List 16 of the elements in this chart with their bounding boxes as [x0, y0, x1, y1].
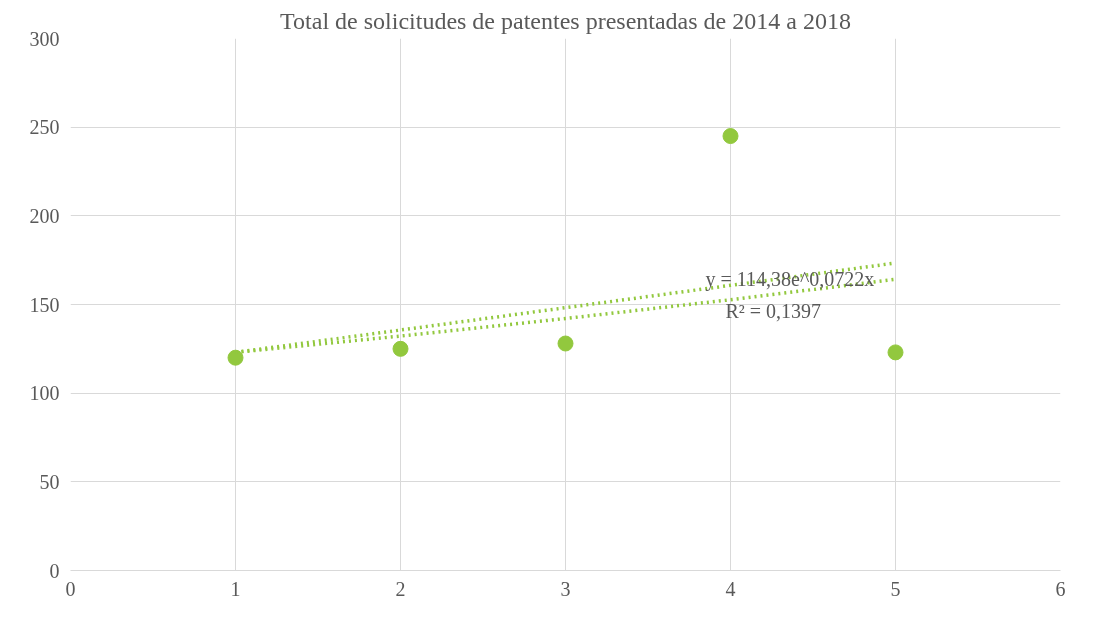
y-tick-label: 0: [49, 559, 60, 582]
y-tick-label: 300: [29, 27, 60, 50]
x-tick-label: 2: [395, 577, 406, 600]
y-tick-label: 50: [39, 470, 60, 493]
x-tick-label: 4: [725, 577, 736, 600]
x-tick-label: 0: [65, 577, 76, 600]
y-tick-label: 150: [29, 293, 60, 316]
x-tick-label: 1: [230, 577, 241, 600]
annotation: R² = 0,1397: [725, 300, 822, 323]
chart-title: Total de solicitudes de patentes presentadas de 2014 a 2018: [280, 7, 851, 34]
y-tick-label: 100: [29, 382, 60, 405]
x-tick-label: 5: [890, 577, 901, 600]
y-tick-label: 200: [29, 204, 60, 227]
x-tick-label: 6: [1055, 577, 1066, 600]
y-tick-label: 250: [29, 116, 60, 139]
x-tick-label: 3: [560, 577, 571, 600]
